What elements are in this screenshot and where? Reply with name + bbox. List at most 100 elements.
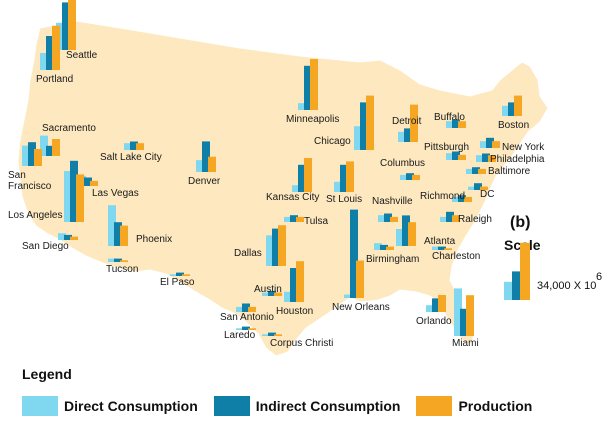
bar-direct-kansas-city — [292, 185, 300, 192]
bar-direct-san-francisco — [22, 145, 30, 166]
bar-indirect-nashville — [384, 213, 392, 222]
bar-group-charleston — [432, 246, 452, 250]
bar-group-minneapolis — [298, 59, 318, 110]
scale-exponent: 6 — [596, 271, 602, 283]
bar-group-phoenix — [108, 205, 128, 246]
bar-production-las-vegas — [90, 180, 98, 186]
bar-direct-salt-lake-city — [124, 143, 132, 150]
legend: Legend Direct Consumption Indirect Consu… — [22, 366, 602, 422]
bar-group-dallas — [266, 225, 286, 266]
bar-group-atlanta — [396, 215, 416, 246]
city-label-tucson: Tucson — [106, 264, 138, 275]
bar-production-minneapolis — [310, 59, 318, 110]
bar-production-new-orleans — [356, 260, 364, 298]
bar-indirect-chicago — [360, 102, 368, 150]
bar-group-san-francisco — [22, 142, 42, 166]
bar-indirect-atlanta — [402, 215, 410, 246]
city-label-denver: Denver — [188, 176, 221, 187]
bar-indirect-denver — [202, 141, 210, 172]
legend-item-production: Production — [416, 396, 532, 416]
bar-production-san-antonio — [248, 306, 256, 312]
bar-production-new-york — [492, 141, 500, 148]
bar-indirect-new-york — [486, 137, 494, 148]
bar-group-kansas-city — [292, 158, 312, 192]
bar-production-denver — [208, 156, 216, 172]
bar-direct-orlando — [426, 305, 434, 312]
city-labels: Seattle Portland Sacramento San Francisco Sal… — [8, 50, 545, 349]
us-land-shape — [17, 19, 549, 357]
bar-group-buffalo — [446, 119, 466, 128]
bar-production-miami — [466, 295, 474, 336]
bar-group-columbus — [400, 173, 420, 180]
city-label-dallas: Dallas — [234, 248, 262, 259]
city-bar-groups — [22, 0, 522, 336]
bar-direct-pittsburgh — [446, 153, 454, 160]
bar-direct-los-angeles — [64, 171, 72, 222]
bar-indirect-seattle — [62, 2, 70, 50]
bar-group-el-paso — [170, 272, 190, 276]
bar-group-dc — [468, 183, 488, 190]
city-label-minneapolis: Minneapolis — [286, 114, 339, 125]
bar-direct-austin — [262, 292, 270, 296]
city-label-new-york: New York — [502, 142, 545, 153]
city-label-detroit: Detroit — [392, 116, 422, 127]
bar-indirect-minneapolis — [304, 65, 312, 110]
bar-production-portland — [52, 25, 60, 70]
bar-indirect-charleston — [438, 246, 446, 250]
bar-direct-portland — [40, 53, 48, 70]
scale-value: 34,000 X 10 — [537, 280, 596, 292]
bar-group-san-diego — [58, 233, 78, 240]
bar-group-richmond — [452, 195, 472, 202]
city-label-las-vegas: Las Vegas — [92, 188, 139, 199]
bar-indirect-buffalo — [452, 119, 460, 128]
bar-direct-boston — [502, 105, 510, 116]
city-label-atlanta: Atlanta — [424, 236, 456, 247]
legend-swatch-direct — [22, 396, 58, 416]
bar-indirect-portland — [46, 36, 54, 70]
bar-direct-birmingham — [374, 243, 382, 250]
bar-indirect-raleigh — [446, 211, 454, 222]
bar-group-orlando — [426, 295, 446, 312]
city-label-sacramento: Sacramento — [42, 123, 96, 134]
city-label-austin: Austin — [254, 284, 282, 295]
bar-indirect-tucson — [114, 258, 122, 262]
bar-direct-chicago — [354, 126, 362, 150]
bar-direct-denver — [196, 160, 204, 172]
city-label-houston: Houston — [276, 306, 313, 317]
city-label-richmond: Richmond — [420, 191, 465, 202]
bar-group-los-angeles — [64, 160, 84, 222]
scale-value-text: 34,000 X 10 — [537, 280, 596, 292]
bar-indirect-san-antonio — [242, 303, 250, 312]
bar-group-san-antonio — [236, 303, 256, 312]
bar-production-san-diego — [70, 236, 78, 240]
city-label-buffalo: Buffalo — [434, 112, 465, 123]
bar-direct-buffalo — [446, 121, 454, 128]
bar-indirect-new-orleans — [350, 209, 358, 298]
bar-production-pittsburgh — [458, 154, 466, 160]
bar-direct-phoenix — [108, 205, 116, 246]
bar-group-new-york — [480, 137, 500, 148]
city-label-charleston: Charleston — [432, 251, 480, 262]
bar-indirect-el-paso — [176, 272, 184, 276]
bar-group-austin — [262, 290, 282, 296]
bar-direct-detroit — [398, 131, 406, 142]
bar-production-buffalo — [458, 121, 466, 128]
bar-production-dc — [480, 186, 488, 190]
bar-indirect-miami — [460, 308, 468, 336]
city-label-tulsa: Tulsa — [304, 216, 329, 227]
city-label-seattle: Seattle — [66, 50, 98, 61]
city-label-san-antonio: San Antonio — [220, 312, 274, 323]
bar-direct-nashville — [378, 215, 386, 222]
bar-indirect-laredo — [242, 326, 250, 330]
bar-production-austin — [274, 292, 282, 296]
legend-label-direct: Direct Consumption — [64, 398, 198, 414]
bar-direct-charleston — [432, 246, 440, 250]
city-label-baltimore: Baltimore — [488, 166, 531, 177]
bar-group-salt-lake-city — [124, 141, 144, 150]
bar-indirect-columbus — [406, 173, 414, 180]
bar-production-los-angeles — [76, 174, 84, 222]
bar-production-corpus-christi — [274, 334, 282, 336]
bar-group-corpus-christi — [262, 332, 282, 336]
legend-label-production: Production — [458, 398, 533, 414]
bar-group-nashville — [378, 213, 398, 222]
